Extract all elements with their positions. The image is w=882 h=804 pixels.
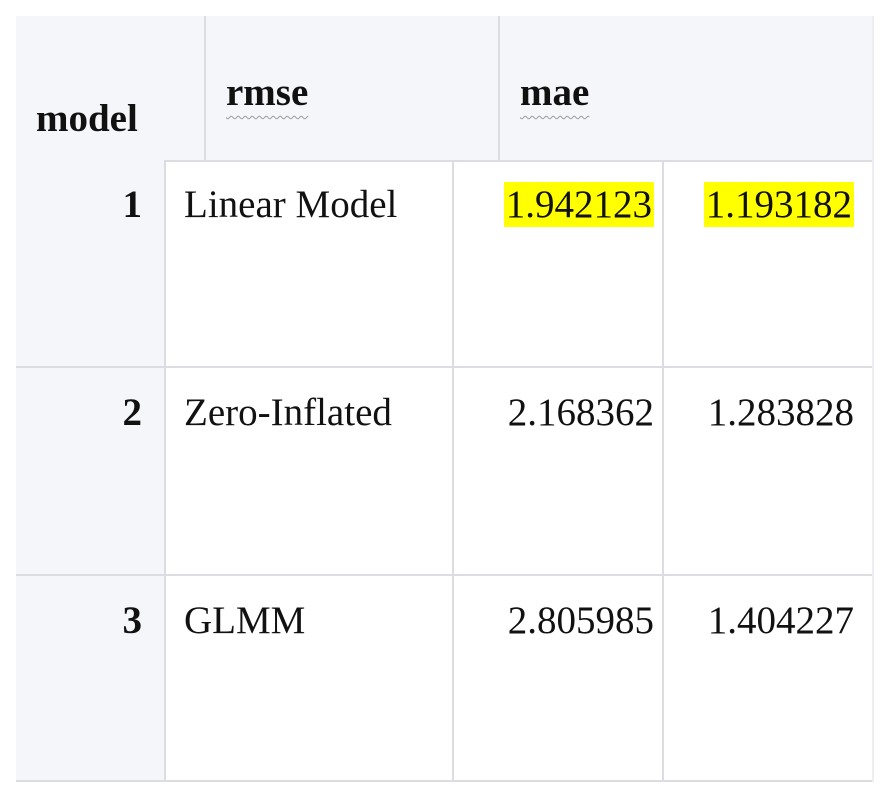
header-mae: mae [500,16,874,160]
row-index: 3 [122,599,143,642]
rmse-value-highlighted: 1.942123 [503,182,654,227]
rmse-value: 2.168362 [507,391,654,434]
table-row: 2 Zero-Inflated 2.168362 1.283828 [16,368,874,576]
model-name: Zero-Inflated [184,391,392,434]
header-model: model [16,16,206,160]
model-name-cell: Linear Model [166,160,454,366]
model-name-cell: GLMM [166,576,454,780]
table-row: 1 Linear Model 1.942123 1.193182 [16,160,874,368]
mae-cell: 1.404227 [664,576,874,780]
model-name: Linear Model [184,183,398,226]
row-index-cell: 3 [16,576,166,780]
results-table: model rmse mae 1 Linear Model 1.942123 1… [16,16,874,782]
header-model-label: model [36,97,138,140]
header-rmse-label: rmse [226,71,309,114]
row-index-cell: 1 [16,160,166,366]
table-row: 3 GLMM 2.805985 1.404227 [16,576,874,782]
mae-value: 1.404227 [707,599,854,642]
row-index: 1 [122,183,143,226]
model-name: GLMM [184,599,306,642]
mae-cell: 1.283828 [664,368,874,574]
table-right-border [872,16,874,782]
model-name-cell: Zero-Inflated [166,368,454,574]
table-header-row: model rmse mae [16,16,874,162]
rmse-value: 2.805985 [507,599,654,642]
rmse-cell: 1.942123 [454,160,664,366]
mae-cell: 1.193182 [664,160,874,366]
header-rmse: rmse [206,16,500,160]
row-index: 2 [122,391,143,434]
rmse-cell: 2.168362 [454,368,664,574]
mae-value-highlighted: 1.193182 [703,182,854,227]
row-index-cell: 2 [16,368,166,574]
rmse-cell: 2.805985 [454,576,664,780]
mae-value: 1.283828 [707,391,854,434]
header-mae-label: mae [520,71,590,114]
